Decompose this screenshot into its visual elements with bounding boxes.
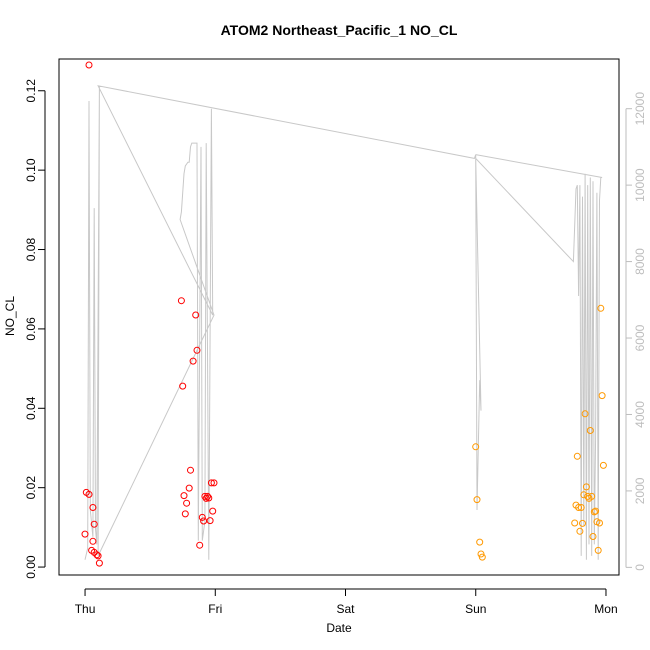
x-tick-label-thu: Thu: [75, 602, 96, 616]
y-tick-label-0.12: 0.12: [24, 79, 38, 103]
data-point-orange-1: [473, 496, 481, 504]
plot-frame: [58, 58, 620, 576]
data-point-red-0: [81, 530, 89, 538]
data-point-red-25: [201, 492, 209, 500]
data-point-red-22: [196, 541, 204, 549]
y2-tick-label-10000: 10000: [633, 168, 647, 202]
data-point-orange-27: [599, 461, 607, 469]
data-point-orange-8: [575, 504, 583, 511]
data-point-red-9: [93, 551, 101, 559]
data-point-orange-21: [592, 507, 600, 515]
data-point-orange-15: [584, 492, 592, 500]
data-point-red-27: [204, 492, 211, 500]
data-point-red-2: [85, 490, 93, 498]
data-point-red-20: [192, 311, 200, 319]
data-point-red-18: [187, 466, 194, 474]
data-point-red-26: [202, 494, 210, 502]
y2-tick-label-0: 0: [633, 564, 647, 571]
data-point-orange-9: [576, 527, 584, 535]
data-point-red-24: [200, 517, 208, 525]
data-point-red-31: [209, 507, 217, 515]
data-point-orange-10: [577, 504, 585, 511]
data-point-red-13: [179, 382, 187, 390]
data-point-orange-7: [573, 452, 581, 460]
data-point-orange-23: [594, 546, 602, 554]
data-point-red-21: [193, 346, 201, 354]
x-axis-label: Date: [326, 621, 352, 635]
y-tick-label-0.04: 0.04: [24, 396, 38, 420]
data-point-red-6: [89, 504, 97, 511]
x-tick-label-sat: Sat: [337, 602, 356, 616]
data-point-red-5: [89, 537, 97, 545]
data-point-red-7: [90, 520, 98, 528]
data-point-red-15: [181, 510, 189, 518]
data-point-red-11: [95, 559, 103, 567]
x-tick-label-fri: Fri: [208, 602, 222, 616]
y2-tick-label-12000: 12000: [633, 92, 647, 126]
y2-tick-label-8000: 8000: [633, 248, 647, 275]
data-point-orange-11: [579, 519, 586, 527]
y-tick-label-0.02: 0.02: [24, 476, 38, 500]
data-point-orange-20: [590, 508, 598, 516]
data-point-orange-5: [571, 519, 579, 527]
x-tick-label-mon: Mon: [594, 602, 617, 616]
data-point-red-29: [206, 517, 214, 525]
data-point-orange-4: [478, 553, 486, 561]
data-point-orange-24: [596, 519, 603, 527]
data-point-orange-13: [581, 410, 589, 418]
y-tick-label-0.06: 0.06: [24, 317, 38, 341]
secondary-series-line: [84, 85, 603, 560]
data-point-orange-0: [472, 443, 480, 451]
data-point-red-14: [180, 492, 188, 500]
data-point-orange-17: [586, 427, 594, 434]
y-axis-label: NO_CL: [3, 296, 17, 336]
points-layer: [81, 61, 607, 567]
data-point-orange-19: [589, 533, 597, 540]
y-tick-label-0.10: 0.10: [24, 158, 38, 182]
data-point-red-19: [189, 357, 197, 365]
data-point-orange-18: [588, 492, 596, 500]
data-point-orange-25: [597, 304, 605, 312]
y2-tick-label-4000: 4000: [633, 401, 647, 428]
data-point-red-32: [210, 479, 218, 487]
data-point-red-30: [207, 479, 215, 487]
y2-tick-label-2000: 2000: [633, 477, 647, 504]
data-point-red-3: [85, 61, 93, 69]
data-point-red-12: [177, 297, 185, 305]
data-point-orange-14: [582, 483, 590, 491]
y-tick-label-0.08: 0.08: [24, 238, 38, 262]
axes-layer: Thu Fri Sat Sun Mon 0.00 0.02 0.04 0.06 0.08 0.10 0…: [24, 79, 647, 616]
data-point-orange-2: [476, 538, 484, 546]
data-point-orange-3: [477, 550, 485, 558]
data-point-orange-12: [580, 491, 588, 499]
x-tick-label-sun: Sun: [465, 602, 486, 616]
data-point-red-28: [205, 494, 213, 502]
data-point-orange-26: [598, 392, 606, 400]
secondary-line-layer: [84, 85, 603, 560]
y2-tick-label-6000: 6000: [633, 324, 647, 351]
data-point-red-16: [183, 499, 191, 507]
chart-title: ATOM2 Northeast_Pacific_1 NO_CL: [221, 22, 458, 38]
data-point-red-10: [94, 552, 102, 560]
data-point-red-23: [198, 513, 206, 521]
y-tick-label-0.00: 0.00: [24, 555, 38, 579]
data-point-red-17: [185, 484, 193, 492]
